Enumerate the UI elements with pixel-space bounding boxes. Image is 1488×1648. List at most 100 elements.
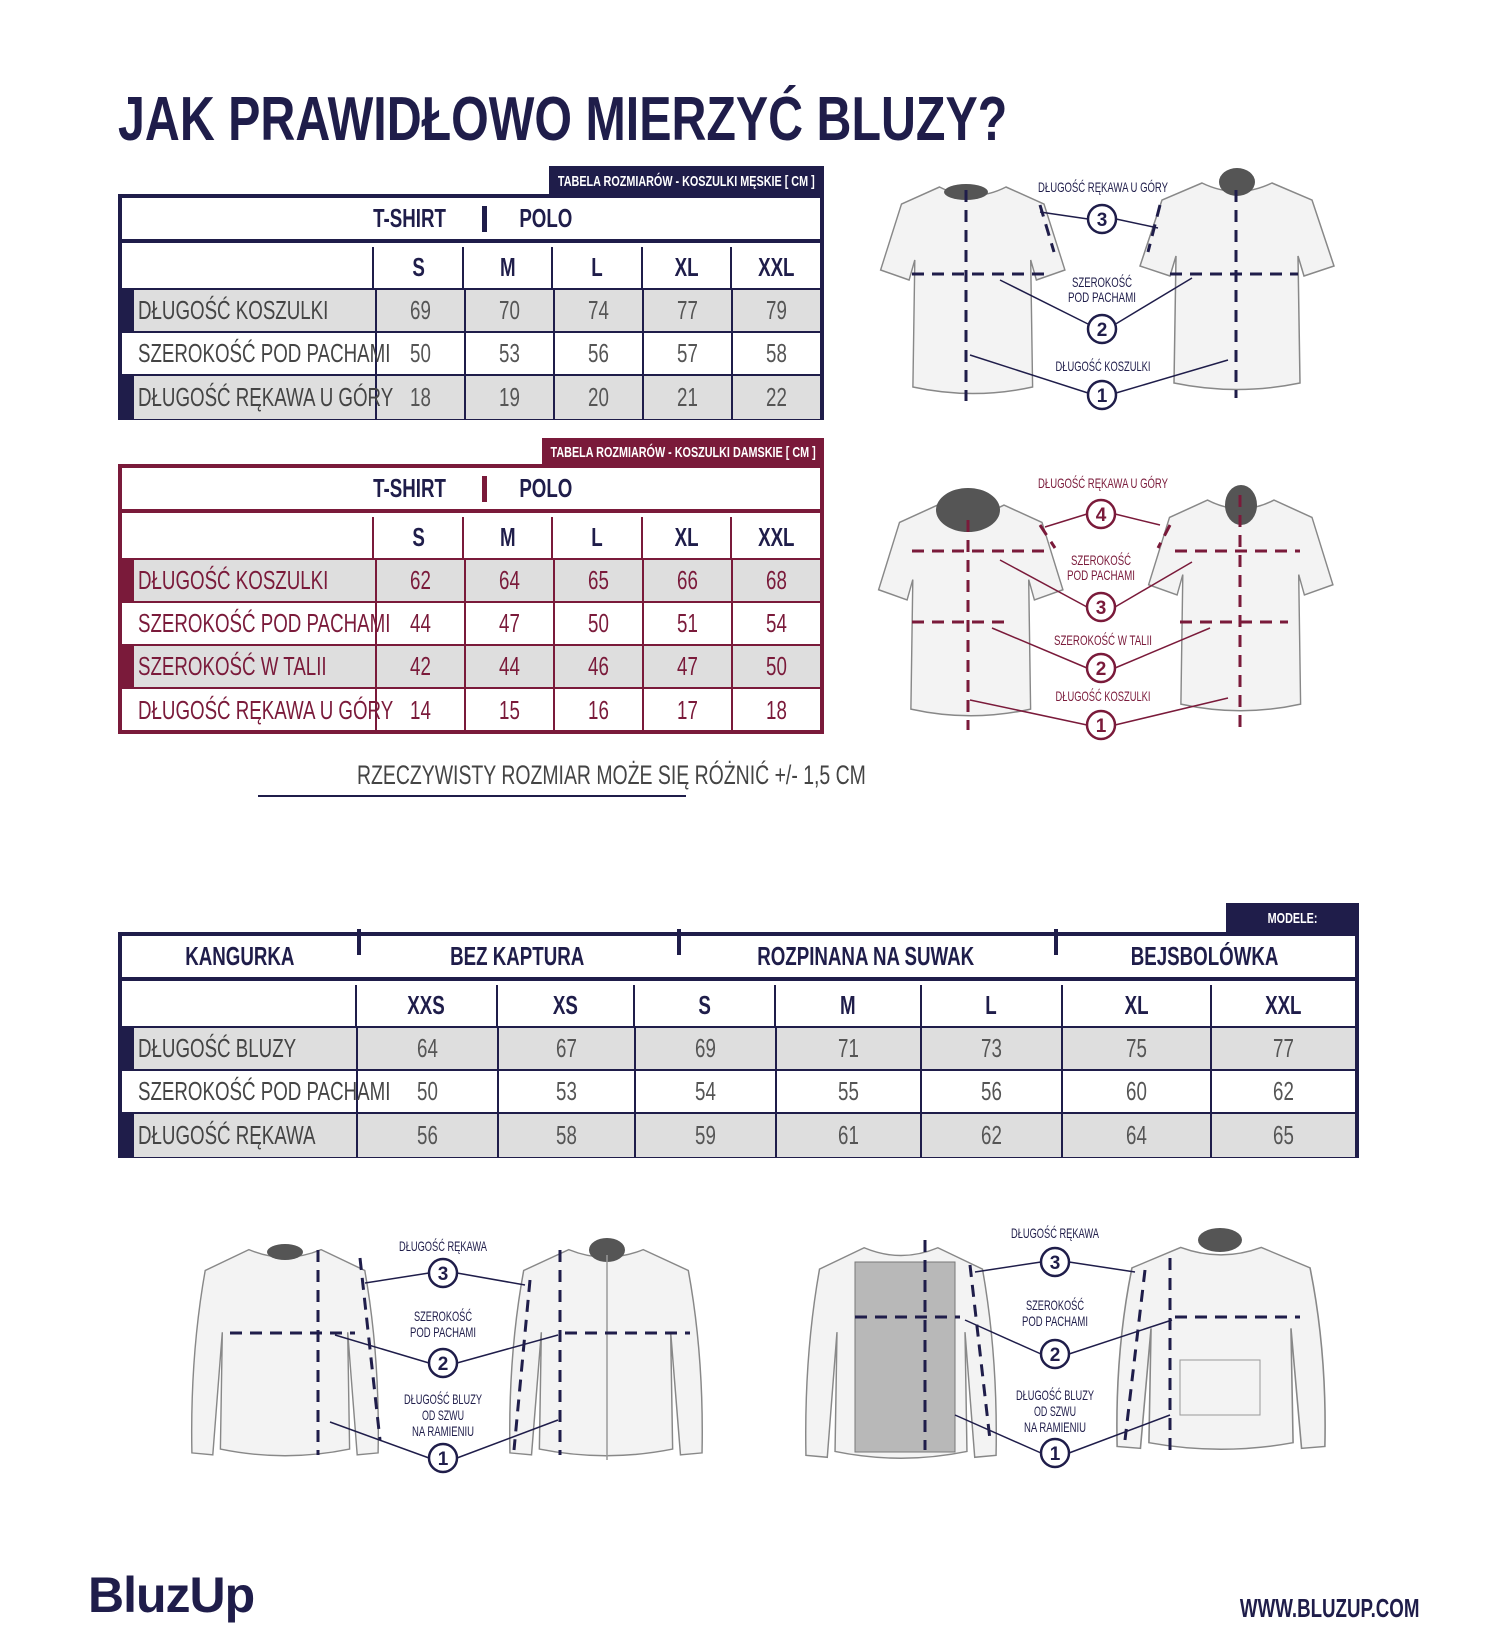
women-table-tag: TABELA ROZMIARÓW - KOSZULKI DAMSKIE [ CM… <box>542 438 824 466</box>
table-cell: 18 <box>375 376 465 419</box>
table-cell: L <box>551 517 642 558</box>
marker-circle <box>1039 1437 1071 1469</box>
table-cell: 73 <box>920 1028 1062 1069</box>
row-label: DŁUGOŚĆ RĘKAWA U GÓRY <box>122 376 393 419</box>
table-cell: 65 <box>552 560 643 601</box>
hoodie-right-sleeve-label: DŁUGOŚĆ RĘKAWA <box>1011 1224 1099 1241</box>
models-tag: MODELE: <box>1226 903 1359 934</box>
row-label: DŁUGOŚĆ KOSZULKI <box>122 560 375 601</box>
table-cell: 44 <box>375 603 464 644</box>
table-cell: S <box>372 517 463 558</box>
table-cell: M <box>462 517 552 558</box>
table-cell: 62 <box>375 560 465 601</box>
table-row: DŁUGOŚĆ RĘKAWA U GÓRY 14 15 16 17 18 <box>122 689 820 732</box>
table-cell: 20 <box>552 376 643 419</box>
row-label: SZEROKOŚĆ POD PACHAMI <box>138 608 391 638</box>
table-cell: 60 <box>1061 1071 1210 1112</box>
table-cell: 58 <box>496 1114 634 1157</box>
marker-number: 3 <box>1050 1253 1061 1274</box>
table-cell: 54 <box>633 1071 775 1112</box>
men-width-label-2: POD PACHAMI <box>1068 289 1136 305</box>
table-row: DŁUGOŚĆ RĘKAWA 56 58 59 61 62 64 65 <box>122 1114 1356 1157</box>
row-label: SZEROKOŚĆ POD PACHAMI <box>138 338 391 368</box>
measurement-marker: 2 <box>1039 1338 1071 1370</box>
marker-number: 3 <box>1096 598 1107 619</box>
women-sleeve-label: DŁUGOŚĆ RĘKAWA U GÓRY <box>1038 474 1168 491</box>
table-cell: 66 <box>642 560 731 601</box>
table-row: DŁUGOŚĆ KOSZULKI 62 64 65 66 68 <box>122 560 820 603</box>
separator <box>677 929 681 955</box>
table-cell: XL <box>641 247 731 288</box>
table-cell: 74 <box>552 290 643 331</box>
size-tolerance-note: RZECZYWISTY ROZMIAR MOŻE SIĘ RÓŻNIĆ +/- … <box>258 760 866 797</box>
marker-number: 1 <box>1096 716 1107 737</box>
marker-number: 3 <box>1097 210 1108 231</box>
marker-number: 2 <box>1050 1345 1061 1366</box>
women-waist-label: SZEROKOŚĆ W TALII <box>1054 631 1152 648</box>
table-cell: 59 <box>633 1114 775 1157</box>
table-row: SZEROKOŚĆ POD PACHAMI 44 47 50 51 54 <box>122 603 820 646</box>
table-cell: L <box>919 985 1061 1026</box>
table-cell: 47 <box>464 603 552 644</box>
row-label <box>122 247 373 288</box>
row-label: DŁUGOŚĆ RĘKAWA <box>122 1114 356 1157</box>
table-cell: 58 <box>730 333 820 374</box>
table-cell: 61 <box>774 1114 921 1157</box>
women-size-table: T-SHIRT POLO S M L XL XXL DŁUGOŚĆ KOSZULKI 62 64 6… <box>118 464 824 734</box>
marker-circle <box>427 1347 459 1379</box>
marker-circle <box>1039 1338 1071 1370</box>
marker-number: 1 <box>1050 1444 1061 1465</box>
marker-circle <box>1086 203 1118 235</box>
table-cell: 69 <box>375 290 465 331</box>
row-label: SZEROKOŚĆ POD PACHAMI <box>138 1076 391 1106</box>
table-cell: 54 <box>730 603 820 644</box>
table-cell: 18 <box>730 689 820 732</box>
table-cell: 21 <box>642 376 731 419</box>
hoodie-left-length-label-2: OD SZWU <box>422 1407 464 1423</box>
website-url[interactable]: WWW.BLUZUP.COM <box>1239 1593 1420 1623</box>
measurement-marker: 1 <box>1085 709 1117 741</box>
separator <box>482 475 488 502</box>
marker-number: 3 <box>438 1264 449 1285</box>
table-cell: 79 <box>730 290 820 331</box>
model-name: ROZPINANA NA SUWAK <box>677 929 1054 972</box>
bluzup-logo: BluzUp <box>88 1567 255 1623</box>
table-cell: 50 <box>375 333 464 374</box>
table-cell: 47 <box>642 646 731 687</box>
model-name: POLO <box>519 203 573 233</box>
table-cell: 69 <box>633 1028 775 1069</box>
table-cell: M <box>462 247 552 288</box>
marker-number: 2 <box>1097 320 1108 341</box>
table-cell: 56 <box>552 333 642 374</box>
hoodie-left-sleeve-label: DŁUGOŚĆ RĘKAWA <box>399 1237 487 1254</box>
women-tshirt-icon <box>877 504 1064 717</box>
men-length-label: DŁUGOŚĆ KOSZULKI <box>1056 357 1151 374</box>
model-name: POLO <box>519 473 573 503</box>
measurement-marker: 3 <box>1085 591 1117 623</box>
women-width-label-2: POD PACHAMI <box>1067 567 1135 583</box>
hoodie-right-length-label-1: DŁUGOŚĆ BLUZY <box>1016 1386 1094 1403</box>
table-cell: 71 <box>774 1028 921 1069</box>
table-cell: 56 <box>920 1071 1061 1112</box>
hoodie-right-width-label-1: SZEROKOŚĆ <box>1026 1296 1084 1313</box>
separator <box>357 929 361 955</box>
measurement-marker: 2 <box>1086 313 1118 345</box>
size-header-row: S M L XL XXL <box>122 247 821 290</box>
table-cell: 70 <box>464 290 553 331</box>
row-label <box>122 517 373 558</box>
table-cell: 77 <box>642 290 731 331</box>
sweatshirt-icon <box>190 1248 380 1457</box>
men-size-table: T-SHIRT POLO S M L XL XXL DŁUGOŚĆ KOSZULKI 69 70 7… <box>118 194 824 420</box>
marker-circle <box>427 1257 459 1289</box>
marker-circle <box>1086 379 1118 411</box>
marker-circle <box>1039 1246 1071 1278</box>
table-cell: 62 <box>920 1114 1062 1157</box>
measurement-marker: 1 <box>1086 379 1118 411</box>
marker-number: 4 <box>1096 505 1107 526</box>
hoodie-left-width-label-1: SZEROKOŚĆ <box>414 1307 472 1324</box>
table-cell: 55 <box>774 1071 921 1112</box>
table-cell: 64 <box>1061 1114 1211 1157</box>
model-name: T-SHIRT <box>373 473 447 503</box>
separator <box>482 205 488 232</box>
table-cell: 77 <box>1210 1028 1356 1069</box>
